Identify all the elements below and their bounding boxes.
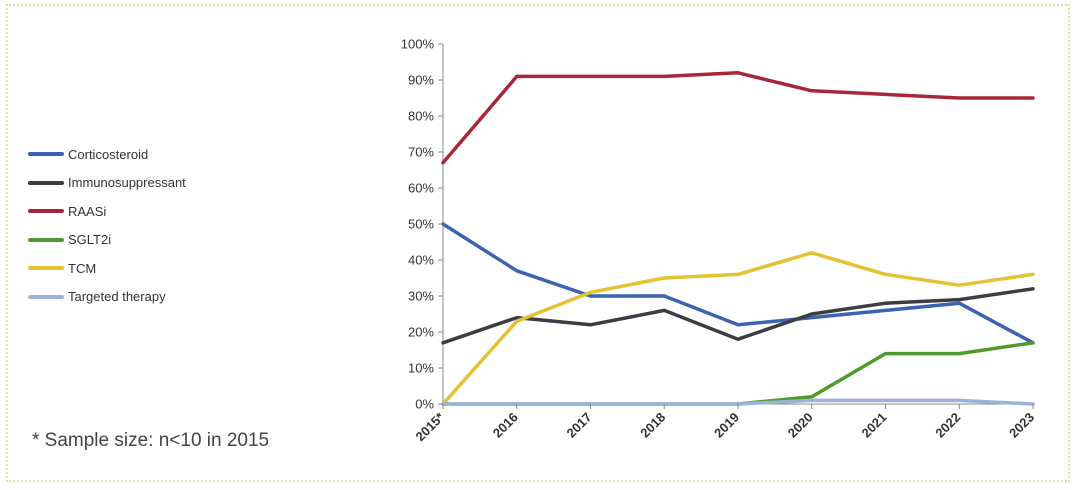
x-tick-label: 2015* [412,409,447,444]
y-tick-label: 100% [401,37,435,52]
chart-legend: Corticosteroid Immunosuppressant RAASi SGLT… [28,140,186,311]
x-tick-label: 2018 [637,410,668,441]
legend-swatch [28,237,64,242]
y-tick-label: 40% [408,253,434,268]
legend-item: Targeted therapy [28,283,186,312]
legend-swatch [28,266,64,271]
legend-label: TCM [68,260,97,276]
x-tick-label: 2022 [932,410,963,441]
y-tick-label: 30% [408,289,434,304]
y-tick-label: 0% [415,397,434,412]
legend-label: Corticosteroid [68,146,149,162]
x-tick-label: 2023 [1006,410,1037,441]
series-line-targeted-therapy [441,398,1035,406]
legend-label: RAASi [68,203,107,219]
y-tick-label: 60% [408,181,434,196]
series-line-tcm [441,251,1035,406]
chart-series-lines [441,71,1035,406]
legend-item: RAASi [28,197,186,226]
x-axis-ticks: 2015* 2016 2017 2018 2019 2020 2021 2022 2023 [412,404,1037,444]
x-tick-label: 2020 [785,410,816,441]
series-line-corticosteroid [441,222,1035,345]
series-line-immunosuppressant [441,287,1035,345]
y-axis-ticks: 0% 10% 20% 30% 40% 50% 60% 70% 80% 90% 100% [401,37,443,412]
y-tick-label: 70% [408,145,434,160]
legend-swatch [28,152,64,157]
x-tick-label: 2021 [859,410,890,441]
x-tick-label: 2019 [711,410,742,441]
legend-swatch [28,180,64,185]
legend-label: Targeted therapy [68,289,166,305]
y-tick-label: 10% [408,361,434,376]
legend-label: Immunosuppressant [68,175,186,191]
y-tick-label: 20% [408,325,434,340]
legend-label: SGLT2i [68,232,112,248]
series-line-raasi [441,71,1035,165]
y-tick-label: 50% [408,217,434,232]
x-tick-label: 2016 [490,410,521,441]
series-line-sglt2i [441,341,1035,406]
y-tick-label: 80% [408,109,434,124]
legend-item: Immunosuppressant [28,169,186,198]
legend-item: TCM [28,254,186,283]
legend-item: SGLT2i [28,226,186,255]
x-tick-label: 2017 [564,410,595,441]
legend-swatch [28,294,64,299]
legend-swatch [28,209,64,214]
sample-size-note: * Sample size: n<10 in 2015 [32,430,270,451]
legend-item: Corticosteroid [28,140,186,169]
y-tick-label: 90% [408,73,434,88]
